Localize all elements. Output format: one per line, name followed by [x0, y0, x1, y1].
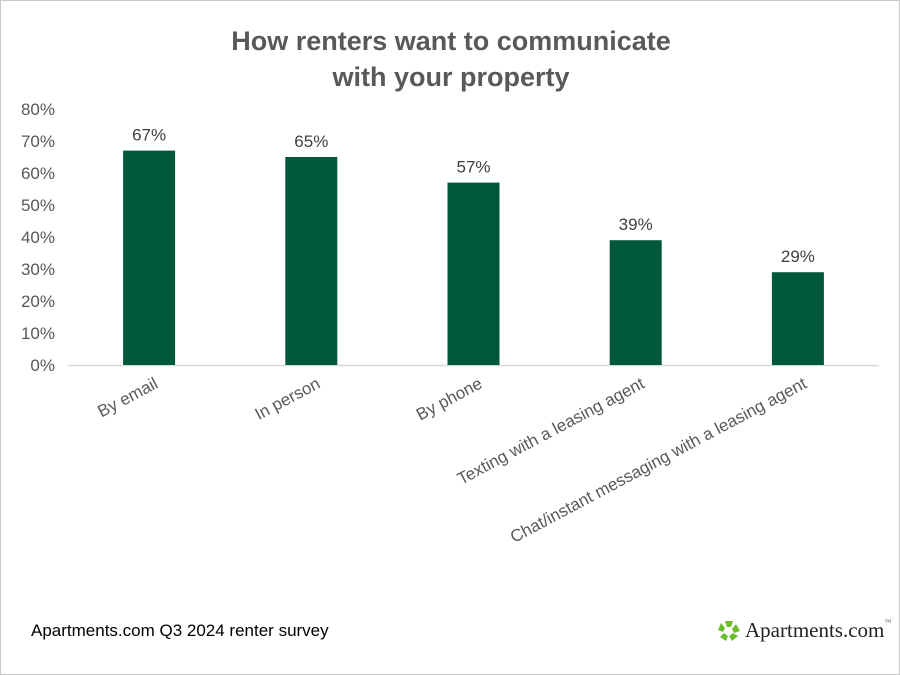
source-note: Apartments.com Q3 2024 renter survey — [31, 621, 329, 640]
y-tick-label: 40% — [21, 228, 55, 247]
x-tick-label: By email — [95, 374, 161, 421]
bar — [123, 150, 176, 365]
x-tick-label: By phone — [413, 374, 485, 425]
bar — [447, 182, 500, 365]
data-label: 57% — [456, 158, 490, 177]
data-label: 29% — [781, 247, 815, 266]
y-tick-label: 80% — [21, 100, 55, 119]
x-tick-label: In person — [252, 374, 324, 424]
y-tick-label: 70% — [21, 132, 55, 151]
bar — [609, 240, 662, 365]
y-tick-label: 60% — [21, 164, 55, 183]
x-tick-label: Chat/instant messaging with a leasing ag… — [507, 374, 810, 547]
recycle-leaf-icon — [718, 620, 740, 641]
chart-title: How renters want to communicate with you… — [1, 23, 899, 95]
apartments-logo: Apartments.com™ — [717, 618, 891, 643]
data-label: 39% — [619, 215, 653, 234]
logo-trademark: ™ — [884, 618, 892, 626]
logo-wordmark: Apartments.com — [745, 618, 885, 642]
y-tick-label: 30% — [21, 260, 55, 279]
title-line-1: How renters want to communicate — [231, 26, 671, 56]
bar — [285, 157, 338, 365]
y-tick-label: 10% — [21, 324, 55, 343]
y-tick-label: 0% — [30, 356, 55, 375]
data-label: 65% — [294, 132, 328, 151]
logo-text: Apartments.com™ — [745, 618, 891, 643]
title-line-2: with your property — [332, 62, 570, 92]
y-tick-label: 50% — [21, 196, 55, 215]
y-tick-label: 20% — [21, 292, 55, 311]
bar — [771, 272, 824, 365]
data-label: 67% — [132, 126, 166, 145]
